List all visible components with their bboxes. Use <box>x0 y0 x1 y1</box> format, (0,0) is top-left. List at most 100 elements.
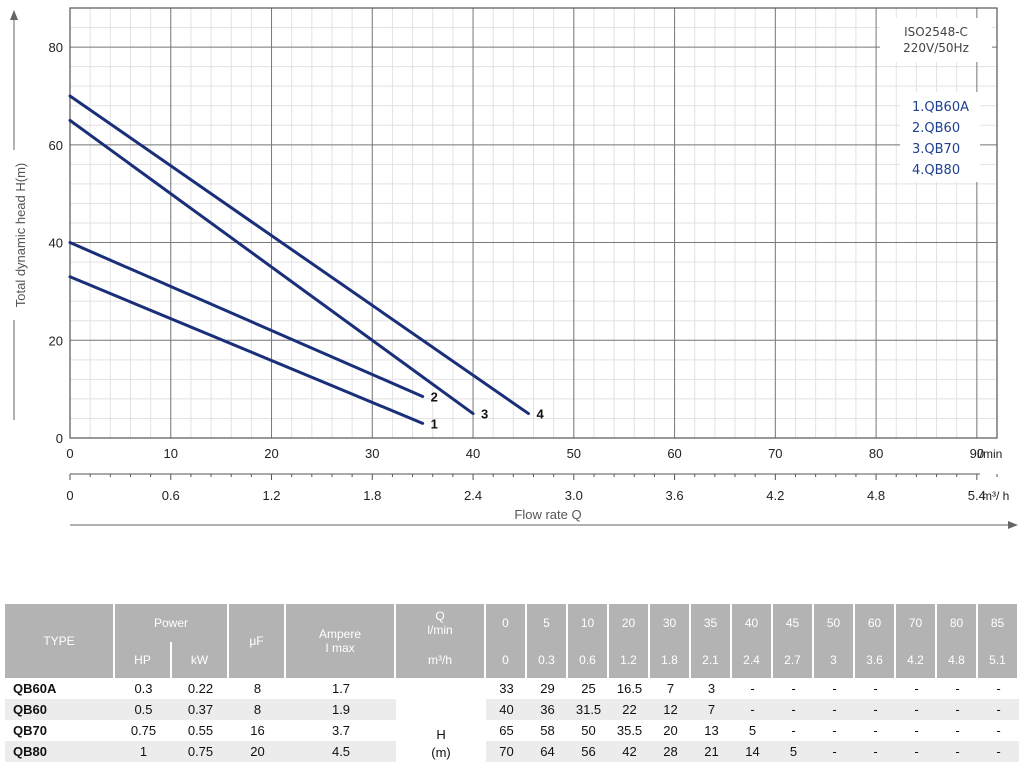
head-cell: 20 <box>650 720 692 741</box>
head-cell: - <box>978 699 1020 720</box>
head-cell: 50 <box>568 720 610 741</box>
header-row-top: TYPE Power μF Ampere I max Q l/min 0 5 1… <box>5 604 1020 678</box>
head-cell: - <box>855 678 897 699</box>
curve-label-4: 4 <box>536 407 544 422</box>
q-lmin-10: 10 <box>568 604 610 642</box>
x-tick-label: 80 <box>869 446 883 461</box>
legend-item-4: 4.QB80 <box>912 163 960 178</box>
table-row: QB60 0.5 0.37 8 1.9 40 36 31.5 22 12 7 -… <box>5 699 1020 720</box>
note-voltage: 220V/50Hz <box>903 41 969 55</box>
head-cell: - <box>773 720 815 741</box>
head-cell: 14 <box>732 741 774 762</box>
head-cell: 25 <box>568 678 610 699</box>
q-lmin-30: 30 <box>650 604 692 642</box>
x2-tick-label: 5.4 <box>968 488 986 503</box>
curve-2 <box>68 241 425 398</box>
q-lmin-5: 5 <box>527 604 569 642</box>
head-cell: 64 <box>527 741 569 762</box>
ampere-cell: 1.7 <box>286 678 397 699</box>
q-lmin-80: 80 <box>937 604 979 642</box>
x-axis-title: Flow rate Q <box>514 507 581 522</box>
hp-cell: 0.5 <box>115 699 172 720</box>
type-cell: QB60A <box>5 678 115 699</box>
head-cell: 7 <box>650 678 692 699</box>
head-cell: 3 <box>691 678 733 699</box>
head-cell: - <box>814 699 856 720</box>
x-unit-m3h: m³/ h <box>982 489 1009 503</box>
head-cell: 13 <box>691 720 733 741</box>
q-m3h-6: 2.4 <box>732 642 774 678</box>
q-lmin-85: 85 <box>978 604 1020 642</box>
legend-item-3: 3.QB70 <box>912 142 960 157</box>
m3h-header: m³/h <box>396 642 487 678</box>
lmin-header-label: l/min <box>427 623 453 637</box>
head-cell: 5 <box>732 720 774 741</box>
x2-tick-label: 0.6 <box>162 488 180 503</box>
uf-cell: 16 <box>229 720 287 741</box>
q-m3h-1: 0.3 <box>527 642 569 678</box>
type-cell: QB80 <box>5 741 115 762</box>
head-cell: 40 <box>486 699 528 720</box>
curve-3 <box>68 118 475 416</box>
head-cell: - <box>773 699 815 720</box>
kw-header: kW <box>172 642 230 678</box>
x-tick-label: 40 <box>466 446 480 461</box>
table-row: QB80 1 0.75 20 4.5 70 64 56 42 28 21 14 … <box>5 741 1020 762</box>
ampere-header-label: Ampere <box>319 627 362 641</box>
x2-tick-label: 4.2 <box>766 488 784 503</box>
hp-cell: 0.3 <box>115 678 172 699</box>
head-cell: - <box>896 741 938 762</box>
x2-tick-label: 2.4 <box>464 488 482 503</box>
head-cell: - <box>937 699 979 720</box>
head-cell: - <box>855 720 897 741</box>
type-cell: QB60 <box>5 699 115 720</box>
curve-1 <box>68 275 425 425</box>
kw-cell: 0.75 <box>172 741 230 762</box>
curve-label-2: 2 <box>431 389 438 404</box>
table-row: QB70 0.75 0.55 16 3.7 65 58 50 35.5 20 1… <box>5 720 1020 741</box>
q-m3h-4: 1.8 <box>650 642 692 678</box>
q-m3h-3: 1.2 <box>609 642 651 678</box>
y-tick-label: 60 <box>49 138 63 153</box>
legend-background <box>900 92 980 182</box>
x2-tick-label: 0 <box>66 488 73 503</box>
note-standard: ISO2548-C <box>904 25 968 39</box>
x-tick-label: 20 <box>264 446 278 461</box>
q-m3h-0: 0 <box>486 642 528 678</box>
x-tick-label: 70 <box>768 446 782 461</box>
curve-4 <box>68 94 530 416</box>
head-cell: - <box>978 678 1020 699</box>
plot-frame <box>69 7 998 439</box>
ampere-cell: 3.7 <box>286 720 397 741</box>
q-m3h-11: 4.8 <box>937 642 979 678</box>
q-lmin-70: 70 <box>896 604 938 642</box>
q-m3h-12: 5.1 <box>978 642 1020 678</box>
hp-cell: 0.75 <box>115 720 172 741</box>
head-cell: 42 <box>609 741 651 762</box>
q-m3h-7: 2.7 <box>773 642 815 678</box>
head-cell: - <box>855 741 897 762</box>
imax-header-label: I max <box>325 641 355 655</box>
kw-cell: 0.22 <box>172 678 230 699</box>
head-cell: 29 <box>527 678 569 699</box>
head-cell: - <box>896 699 938 720</box>
x2-tick-label: 3.0 <box>565 488 583 503</box>
y-axis-title-bg <box>8 150 22 320</box>
x-unit-lmin: l/min <box>977 447 1002 461</box>
hp-cell: 1 <box>115 741 172 762</box>
legend-item-2: 2.QB60 <box>912 121 960 136</box>
head-cell: 35.5 <box>609 720 651 741</box>
x2-tick-label: 4.8 <box>867 488 885 503</box>
head-cell: 7 <box>691 699 733 720</box>
table-row: QB60A 0.3 0.22 8 1.7 H (m) 33 29 25 16.5… <box>5 678 1020 762</box>
head-cell: 36 <box>527 699 569 720</box>
x-tick-label: 30 <box>365 446 379 461</box>
q-lmin-0: 0 <box>486 604 528 642</box>
ampere-cell: 4.5 <box>286 741 397 762</box>
uf-cell: 8 <box>229 678 287 699</box>
q-lmin-20: 20 <box>609 604 651 642</box>
q-header-label: Q <box>435 609 445 623</box>
head-cell: - <box>814 741 856 762</box>
head-label: H <box>436 727 446 742</box>
x-tick-label: 90 <box>970 446 984 461</box>
